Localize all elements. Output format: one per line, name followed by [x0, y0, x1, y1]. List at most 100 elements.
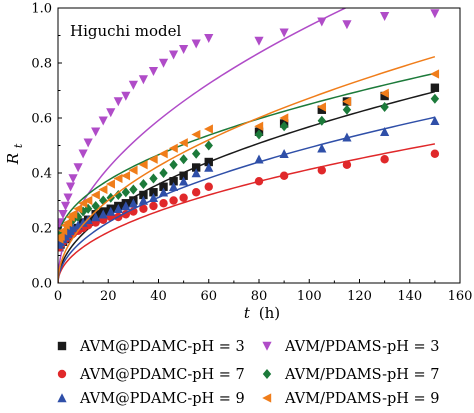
data-point — [191, 168, 201, 178]
x-tick-label: 20 — [100, 289, 117, 304]
data-point — [179, 45, 189, 55]
data-point — [279, 113, 289, 123]
fit-curve-1 — [58, 90, 436, 283]
data-point — [63, 217, 73, 228]
data-point — [58, 226, 68, 236]
y-tick-label: 1.0 — [31, 2, 52, 17]
data-point — [430, 9, 440, 19]
data-point — [149, 173, 158, 184]
data-point — [179, 171, 188, 180]
legend-item: AVM/PDAMS-pH = 9 — [262, 391, 440, 407]
legend-marker — [57, 369, 67, 379]
data-point — [342, 104, 352, 115]
data-point — [98, 116, 108, 126]
data-point — [83, 195, 93, 206]
data-point — [168, 143, 178, 153]
data-point — [113, 97, 123, 107]
data-point — [317, 17, 327, 27]
data-point — [380, 102, 389, 112]
y-tick-label: 0.6 — [31, 112, 52, 127]
data-point — [430, 93, 440, 104]
data-point — [148, 192, 159, 202]
legend-marker — [262, 393, 272, 403]
data-point — [98, 184, 108, 195]
data-point — [169, 159, 178, 170]
data-point — [68, 209, 78, 219]
data-point — [158, 187, 169, 197]
data-point — [191, 148, 201, 159]
data-point — [60, 201, 71, 211]
data-point — [113, 203, 123, 213]
data-point — [430, 149, 440, 158]
data-point — [113, 173, 123, 184]
data-point — [148, 154, 158, 164]
x-tick-label: 100 — [297, 289, 322, 304]
legend-item: AVM/PDAMS-pH = 3 — [262, 339, 440, 355]
data-point — [169, 196, 178, 205]
legend-label: AVM/PDAMS-pH = 7 — [284, 367, 440, 383]
x-tick-label: 60 — [200, 289, 217, 304]
data-point — [254, 36, 264, 46]
series-layer — [58, 8, 440, 283]
data-point — [279, 171, 289, 180]
data-point — [91, 127, 101, 137]
data-point — [179, 154, 188, 165]
data-point — [380, 91, 389, 101]
series-5 — [58, 115, 440, 283]
data-point — [105, 179, 115, 189]
data-point — [279, 148, 289, 158]
data-point — [121, 171, 131, 181]
data-point — [106, 206, 116, 216]
data-point — [73, 163, 83, 173]
x-axis-title-unit: (h) — [259, 304, 280, 322]
data-point — [204, 34, 214, 44]
data-point — [342, 132, 352, 142]
data-point — [191, 39, 201, 49]
data-point — [191, 163, 201, 172]
data-point — [191, 188, 201, 197]
data-point — [58, 210, 68, 220]
data-point — [128, 80, 138, 90]
data-point — [159, 182, 168, 191]
series-6 — [58, 55, 440, 283]
data-point — [317, 115, 327, 126]
data-point — [204, 182, 213, 191]
data-point — [138, 75, 149, 85]
data-point — [178, 138, 188, 148]
x-axis-title-main: t — [244, 304, 251, 322]
data-point — [342, 20, 352, 30]
y-axis-title-main: R — [4, 153, 22, 165]
y-axis-title: R t — [4, 143, 25, 165]
data-point — [65, 182, 76, 192]
data-point — [204, 140, 213, 151]
legend-label: AVM/PDAMS-pH = 3 — [284, 339, 440, 355]
data-point — [179, 176, 189, 186]
data-point — [317, 143, 327, 153]
data-point — [279, 121, 289, 132]
fit-curve-5 — [58, 116, 436, 283]
data-point — [90, 190, 100, 200]
y-tick-label: 0.8 — [31, 57, 52, 72]
legend-marker — [262, 341, 272, 351]
legend-item: AVM@PDAMC-pH = 9 — [57, 391, 245, 407]
data-point — [73, 204, 83, 214]
legend: AVM@PDAMC-pH = 3 AVM/PDAMS-pH = 3 AVM@PDAM… — [57, 339, 440, 407]
data-point — [121, 91, 131, 101]
data-point — [83, 138, 93, 148]
data-point — [106, 108, 116, 118]
data-point — [379, 88, 389, 98]
data-point — [63, 193, 73, 203]
y-tick-label: 0.4 — [31, 167, 52, 182]
data-point — [138, 160, 148, 170]
legend-marker — [57, 393, 67, 403]
x-tick-label: 160 — [448, 289, 473, 304]
data-point — [380, 126, 390, 136]
data-point — [68, 174, 78, 184]
data-point — [191, 129, 201, 140]
data-point — [149, 188, 158, 197]
data-point — [68, 223, 78, 233]
data-point — [380, 155, 389, 164]
data-point — [254, 154, 264, 164]
y-axis-title-sub: t — [12, 143, 25, 148]
